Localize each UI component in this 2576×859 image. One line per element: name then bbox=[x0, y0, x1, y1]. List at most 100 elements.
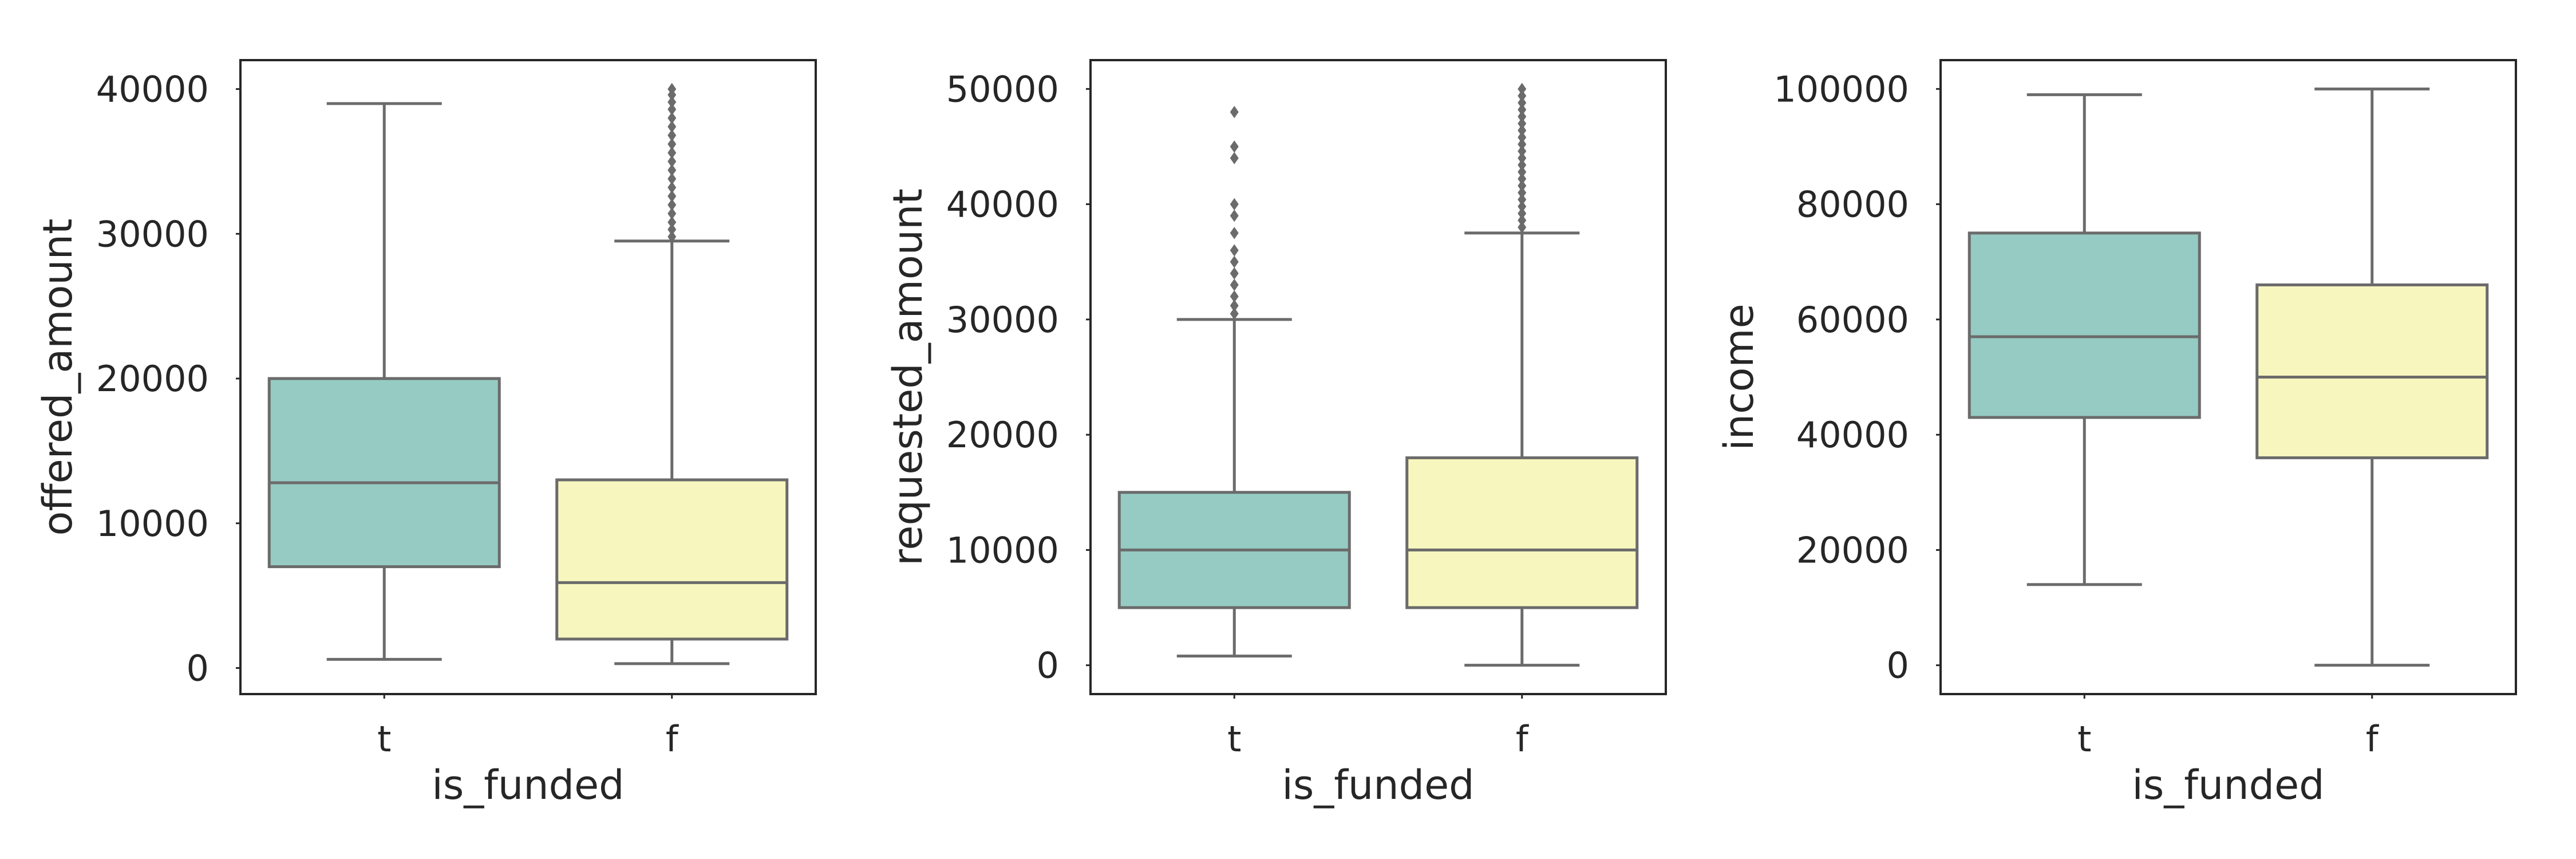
y-axis-label: requested_amount bbox=[884, 188, 931, 566]
outlier-point bbox=[1518, 166, 1527, 178]
x-tick-label: t bbox=[1227, 718, 1241, 760]
outlier-point bbox=[667, 190, 677, 203]
box-body bbox=[1405, 456, 1639, 609]
outlier-point bbox=[667, 120, 677, 133]
outlier-point bbox=[1230, 152, 1239, 164]
outlier-point bbox=[1230, 278, 1239, 291]
box-body bbox=[1967, 231, 2201, 419]
outlier-point bbox=[667, 172, 677, 185]
x-tick-label: t bbox=[377, 718, 391, 760]
outlier-point bbox=[1230, 198, 1239, 211]
outlier-point bbox=[1518, 96, 1527, 109]
box-f bbox=[555, 82, 789, 665]
y-tick-label: 0 bbox=[1037, 645, 1059, 687]
outlier-point bbox=[1518, 117, 1527, 130]
y-tick-label: 40000 bbox=[1796, 414, 1909, 456]
x-axis-label: is_funded bbox=[2132, 762, 2324, 809]
y-tick-label: 30000 bbox=[96, 213, 209, 255]
outlier-point bbox=[1518, 138, 1527, 151]
outlier-point bbox=[667, 129, 677, 142]
y-tick-label: 20000 bbox=[96, 358, 209, 400]
x-tick-label: t bbox=[2077, 718, 2091, 760]
outlier-point bbox=[1230, 244, 1239, 257]
y-tick-label: 60000 bbox=[1796, 299, 1909, 341]
x-tick-label: f bbox=[1516, 718, 1530, 760]
outlier-point bbox=[1518, 82, 1527, 96]
outlier-point bbox=[667, 207, 677, 220]
outlier-point bbox=[1518, 186, 1527, 199]
outlier-point bbox=[667, 198, 677, 211]
outlier-point bbox=[1518, 172, 1527, 186]
outlier-point bbox=[1518, 145, 1527, 157]
outlier-point bbox=[1518, 103, 1527, 116]
y-tick-label: 10000 bbox=[96, 503, 209, 545]
outlier-point bbox=[1230, 105, 1239, 119]
box-t bbox=[1117, 105, 1351, 658]
outlier-point bbox=[667, 112, 677, 124]
outlier-point bbox=[667, 103, 677, 116]
outlier-point bbox=[1518, 207, 1527, 220]
plot-frame bbox=[1089, 59, 1667, 695]
outlier-point bbox=[1230, 209, 1239, 222]
y-tick-label: 80000 bbox=[1796, 184, 1909, 226]
y-tick-label: 50000 bbox=[946, 68, 1059, 110]
box-body bbox=[267, 377, 501, 569]
outlier-point bbox=[667, 82, 677, 96]
outlier-point bbox=[1518, 179, 1527, 192]
outlier-point bbox=[667, 223, 677, 236]
outlier-point bbox=[1518, 159, 1527, 171]
outlier-point bbox=[1518, 131, 1527, 144]
outlier-point bbox=[667, 96, 677, 109]
y-axis-label: income bbox=[1716, 304, 1763, 450]
chart-panel-1: 0 10000 20000 30000 40000 t f is_funded offered_… bbox=[34, 59, 817, 809]
outlier-point bbox=[667, 155, 677, 168]
y-axis-label: offered_amount bbox=[34, 219, 81, 536]
y-tick-label: 20000 bbox=[946, 414, 1059, 456]
chart-panel-3: 0 20000 40000 60000 80000 100000 t f is_funded in… bbox=[1716, 59, 2517, 809]
outlier-point bbox=[1230, 227, 1239, 239]
y-tick-label: 20000 bbox=[1796, 529, 1909, 571]
box-body bbox=[555, 478, 789, 641]
outlier-point bbox=[1518, 152, 1527, 164]
x-axis-label: is_funded bbox=[1282, 762, 1474, 809]
outlier-point bbox=[667, 216, 677, 228]
outlier-point bbox=[1518, 124, 1527, 137]
plot-frame bbox=[239, 59, 817, 695]
outlier-point bbox=[1230, 255, 1239, 268]
y-tick-label: 100000 bbox=[1773, 68, 1909, 110]
outlier-point bbox=[1518, 214, 1527, 227]
x-tick-label: f bbox=[2366, 718, 2380, 760]
x-axis-label: is_funded bbox=[432, 762, 624, 809]
outlier-point bbox=[667, 230, 677, 243]
y-tick-label: 0 bbox=[187, 648, 209, 689]
y-tick-label: 0 bbox=[1887, 645, 1909, 687]
outlier-point bbox=[1518, 200, 1527, 213]
box-f bbox=[1405, 82, 1639, 667]
x-tick-label: f bbox=[666, 718, 679, 760]
box-t bbox=[267, 102, 501, 661]
outlier-point bbox=[1230, 308, 1239, 320]
box-t bbox=[1967, 93, 2201, 586]
outlier-point bbox=[1230, 267, 1239, 280]
chart-panel-2: 0 10000 20000 30000 40000 50000 t f is_funded req… bbox=[884, 59, 1667, 809]
outlier-point bbox=[1230, 290, 1239, 303]
y-tick-label: 10000 bbox=[946, 529, 1059, 571]
outlier-point bbox=[1230, 299, 1239, 312]
box-body bbox=[2255, 283, 2489, 459]
outlier-point bbox=[1518, 110, 1527, 123]
outlier-point bbox=[667, 164, 677, 176]
y-tick-label: 40000 bbox=[96, 69, 209, 111]
box-f bbox=[2255, 87, 2489, 667]
outlier-point bbox=[1518, 193, 1527, 206]
outlier-point bbox=[1518, 221, 1527, 234]
outlier-point bbox=[667, 137, 677, 151]
outlier-point bbox=[667, 147, 677, 159]
outlier-point bbox=[667, 181, 677, 194]
y-tick-label: 30000 bbox=[946, 299, 1059, 341]
outlier-point bbox=[1518, 89, 1527, 103]
plot-frame bbox=[1939, 59, 2517, 695]
y-tick-label: 40000 bbox=[946, 184, 1059, 226]
outlier-point bbox=[1230, 140, 1239, 153]
